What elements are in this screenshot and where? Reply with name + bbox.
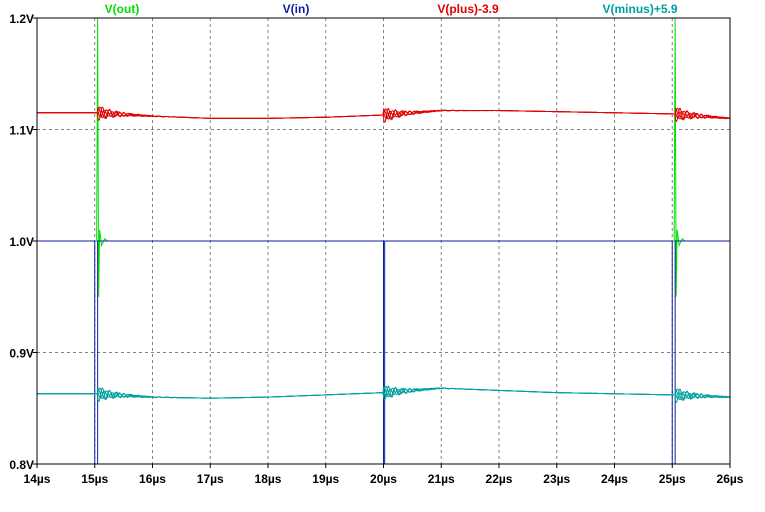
series-v-minus-5-9 [37, 385, 731, 403]
x-tick-label: 19µs [312, 472, 339, 486]
y-tick-label: 1.1V [9, 124, 34, 138]
tick-labels: 14µs 15µs 16µs 17µs 18µs 19µs 20µs 21µs 22µs 23µs… [9, 12, 743, 486]
x-tick-label: 22µs [486, 472, 513, 486]
series-v-plus-3-9 [37, 106, 731, 123]
x-tick-label: 20µs [370, 472, 397, 486]
x-tick-label: 25µs [659, 472, 686, 486]
x-tick-label: 17µs [197, 472, 224, 486]
legend-entry: V(minus)+5.9 [602, 2, 677, 16]
x-tick-label: 18µs [255, 472, 282, 486]
legend-entry: V(plus)-3.9 [437, 2, 499, 16]
y-tick-label: 0.9V [9, 347, 34, 361]
x-tick-label: 26µs [717, 472, 744, 486]
legend-entry: V(in) [283, 2, 310, 16]
legend: V(out) V(in) V(plus)-3.9 V(minus)+5.9 [105, 2, 678, 16]
y-tick-label: 0.8V [9, 458, 34, 472]
y-tick-label: 1.2V [9, 12, 34, 26]
y-tick-label: 1.0V [9, 235, 34, 249]
series-line [37, 106, 731, 123]
x-tick-label: 16µs [139, 472, 166, 486]
series-line [37, 385, 731, 403]
x-tick-label: 24µs [601, 472, 628, 486]
legend-entry: V(out) [105, 2, 140, 16]
x-tick-label: 14µs [24, 472, 51, 486]
x-tick-label: 21µs [428, 472, 455, 486]
x-tick-label: 23µs [543, 472, 570, 486]
x-tick-label: 15µs [81, 472, 108, 486]
tick-marks [33, 17, 731, 468]
